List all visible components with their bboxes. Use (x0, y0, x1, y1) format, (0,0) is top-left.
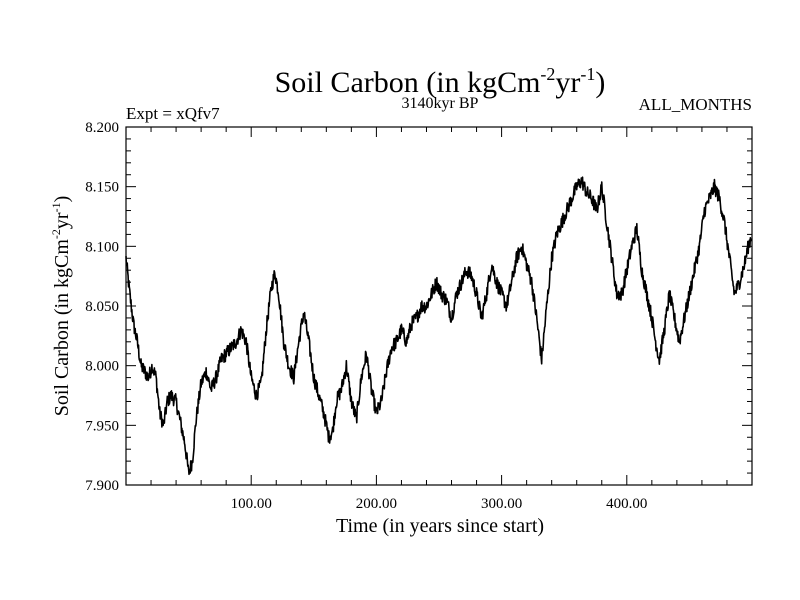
y-tick-label: 8.050 (85, 299, 119, 315)
y-tick-label: 8.150 (85, 180, 119, 196)
y-tick-label: 8.100 (85, 239, 119, 255)
y-tick-label: 7.950 (85, 418, 119, 434)
x-axis-ticks: 100.00 200.00 300.00 400.00 (150, 127, 728, 512)
x-tick-label: 100.00 (231, 496, 272, 512)
experiment-label: Expt = xQfv7 (126, 104, 220, 123)
y-tick-label: 7.900 (85, 478, 119, 494)
x-axis-label: Time (in years since start) (336, 515, 544, 537)
x-tick-label: 400.00 (606, 496, 647, 512)
y-axis-label-sup-2: -1 (49, 202, 63, 212)
chart-title-sup-2: -1 (580, 64, 595, 84)
x-tick-label: 200.00 (356, 496, 397, 512)
chart-title: Soil Carbon (in kgCm-2yr-1) (275, 64, 606, 99)
plot-frame (125, 126, 753, 486)
y-axis-label: Soil Carbon (in kgCm-2yr-1) (49, 196, 73, 417)
y-tick-label: 8.000 (85, 359, 119, 375)
x-tick-label: 300.00 (481, 496, 522, 512)
y-axis-ticks: 7.900 7.950 8.000 8.050 8.100 8.150 8.200 (85, 120, 752, 494)
y-tick-label: 8.200 (85, 120, 119, 136)
series-group (125, 176, 753, 476)
chart-title-sup-1: -2 (540, 64, 555, 84)
months-label: ALL_MONTHS (639, 95, 752, 114)
chart-subtitle: 3140kyr BP (402, 95, 479, 112)
y-axis-label-sup-1: -2 (49, 229, 63, 239)
series-line (125, 176, 753, 476)
